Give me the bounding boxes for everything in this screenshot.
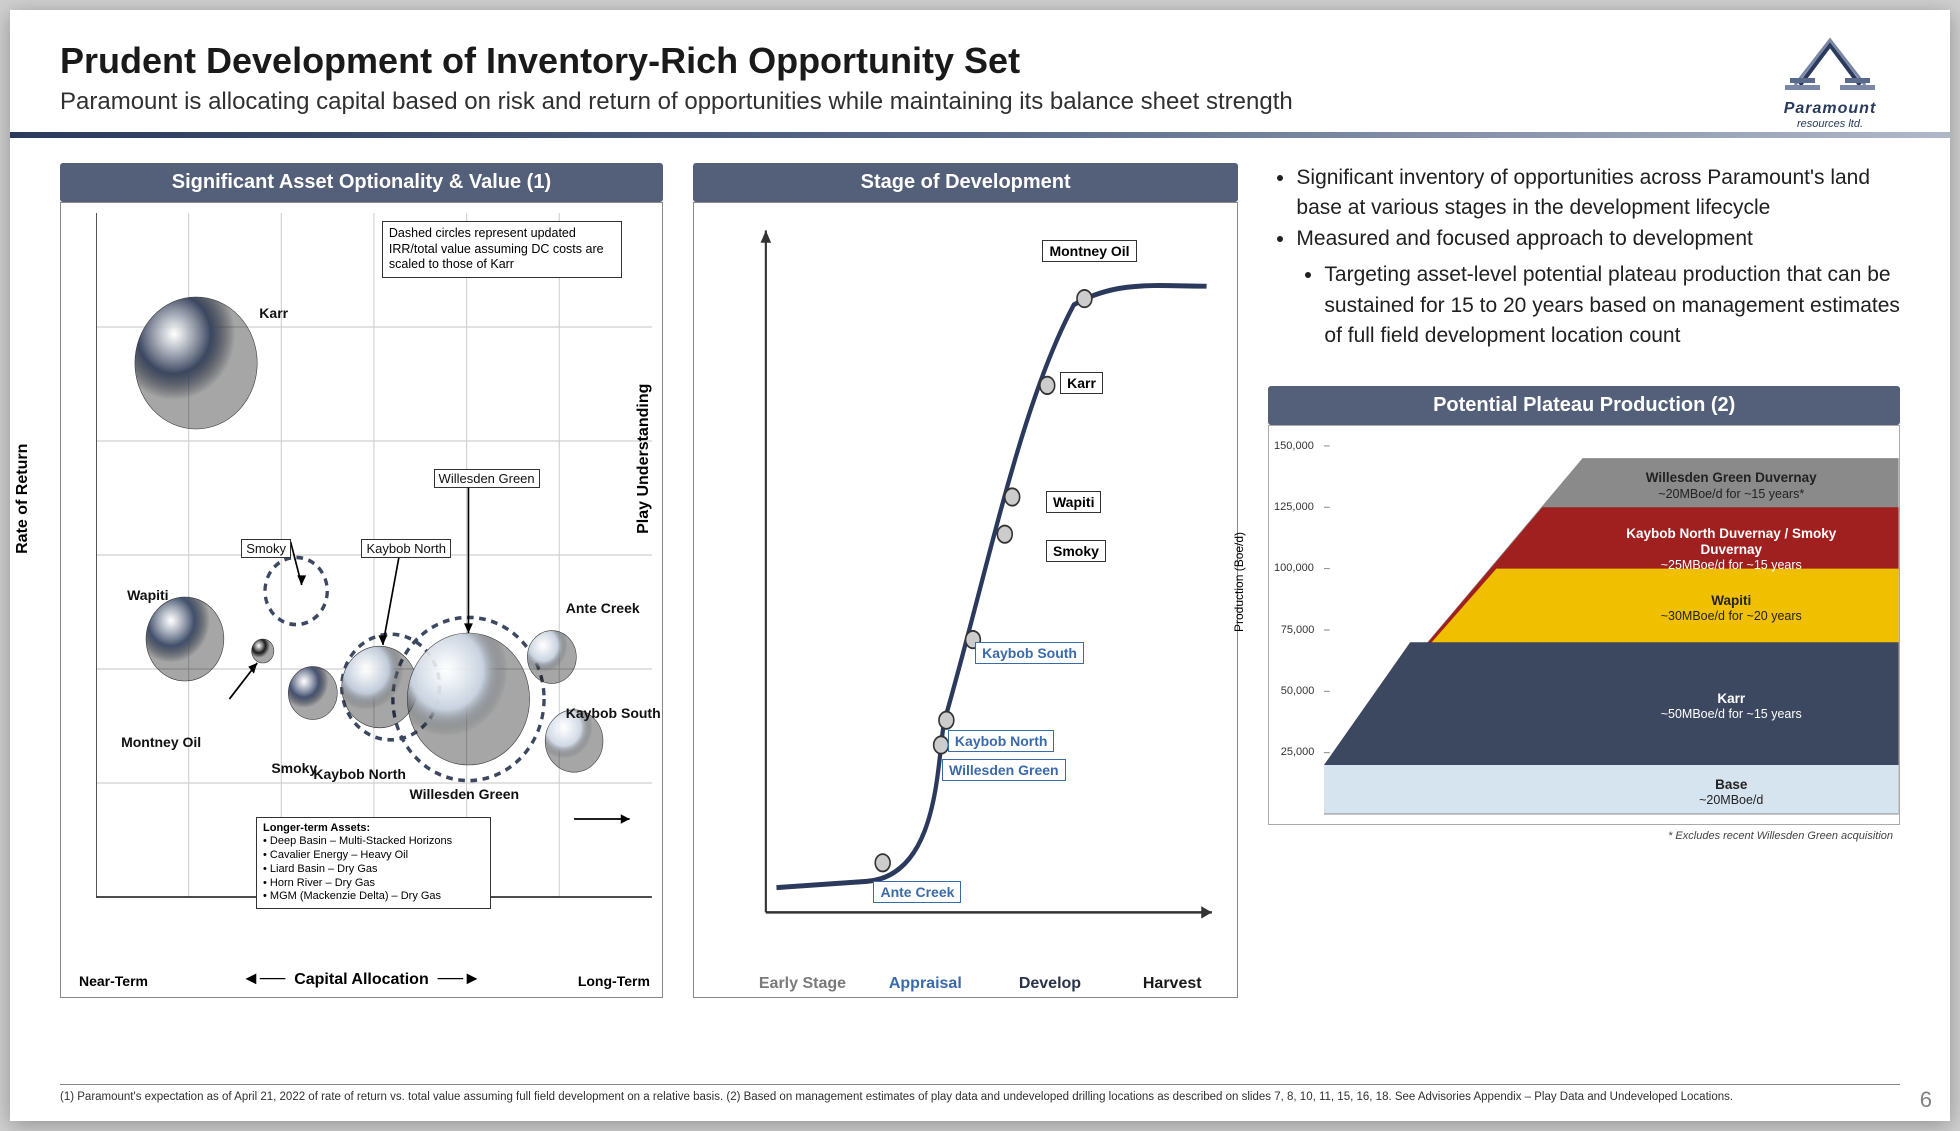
- plateau-band-karr: Karr~50MBoe/d for ~15 years: [1601, 691, 1861, 722]
- callout-willesden-green: Willesden Green: [434, 469, 540, 488]
- slide-subtitle: Paramount is allocating capital based on…: [60, 88, 1900, 116]
- stage-appraisal: Appraisal: [889, 975, 962, 993]
- scurve-point-wapiti: Wapiti: [1046, 491, 1101, 513]
- bubble-label-karr: Karr: [259, 305, 288, 321]
- longer-term-box: Longer-term Assets:• Deep Basin – Multi-…: [256, 817, 491, 910]
- bubble-label-willesden-green: Willesden Green: [410, 786, 520, 802]
- scurve-point-montney-oil: Montney Oil: [1042, 240, 1136, 262]
- panel1-title: Significant Asset Optionality & Value (1…: [60, 163, 663, 202]
- slide-title: Prudent Development of Inventory-Rich Op…: [60, 40, 1900, 82]
- callout-kaybob-north: Kaybob North: [361, 539, 451, 558]
- bubble-y-axis: Rate of Return: [14, 444, 32, 554]
- scurve-point-willesden-green: Willesden Green: [942, 759, 1066, 781]
- content-row: Significant Asset Optionality & Value (1…: [10, 138, 1950, 1008]
- plateau-ytick: 125,000: [1274, 501, 1320, 513]
- plateau-band-willesden-green-duvernay: Willesden Green Duvernay~20MBoe/d for ~1…: [1601, 470, 1861, 501]
- scurve-point-karr: Karr: [1060, 372, 1103, 394]
- bubble-label-kaybob-north: Kaybob North: [313, 766, 406, 782]
- plateau-band-kaybob-north-duvernay-smoky-duvernay: Kaybob North Duvernay / Smoky Duvernay~2…: [1601, 526, 1861, 573]
- long-term-label: Long-Term: [578, 973, 650, 989]
- scurve-chart: Play Understanding Ante CreekWillesden G…: [693, 202, 1238, 998]
- panel-right: Significant inventory of opportunities a…: [1268, 163, 1900, 998]
- slide: Prudent Development of Inventory-Rich Op…: [10, 10, 1950, 1121]
- plateau-title: Potential Plateau Production (2): [1268, 386, 1900, 425]
- logo-company-sub: resources ltd.: [1760, 118, 1900, 130]
- callout-smoky: Smoky: [241, 539, 291, 558]
- bubble-label-montney-oil: Montney Oil: [121, 734, 201, 750]
- near-term-label: Near-Term: [79, 973, 148, 989]
- bullet-1: Significant inventory of opportunities a…: [1296, 163, 1900, 224]
- bubble-x-axis: ◄── Capital Allocation ──►: [242, 968, 481, 989]
- plateau-ytick: 150,000: [1274, 440, 1320, 452]
- plateau-ytick: 25,000: [1281, 746, 1321, 758]
- header: Prudent Development of Inventory-Rich Op…: [10, 10, 1950, 126]
- bubble-label-wapiti: Wapiti: [127, 587, 168, 603]
- scurve-point-smoky: Smoky: [1046, 540, 1106, 562]
- panel2-title: Stage of Development: [693, 163, 1238, 202]
- plateau-footnote: * Excludes recent Willesden Green acquis…: [1668, 830, 1893, 842]
- plateau-container: Potential Plateau Production (2) Product…: [1268, 386, 1900, 825]
- bubble-chart: Rate of Return Dashed circles represent …: [60, 202, 663, 998]
- plateau-y-axis: Production (Boe/d): [1232, 532, 1246, 632]
- dashed-note: Dashed circles represent updated IRR/tot…: [382, 221, 622, 278]
- bullet-2: Measured and focused approach to develop…: [1296, 224, 1900, 352]
- scurve-point-ante-creek: Ante Creek: [873, 881, 961, 903]
- plateau-chart: Production (Boe/d) 25,00050,00075,000100…: [1268, 425, 1900, 825]
- stage-early-stage: Early Stage: [759, 975, 846, 993]
- stage-harvest: Harvest: [1143, 975, 1202, 993]
- bullet-list: Significant inventory of opportunities a…: [1268, 163, 1900, 366]
- plateau-ytick: 100,000: [1274, 562, 1320, 574]
- bubble-label-kaybob-south: Kaybob South: [566, 705, 661, 721]
- bullet-2a: Targeting asset-level potential plateau …: [1324, 260, 1900, 351]
- page-number: 6: [1920, 1087, 1932, 1113]
- plateau-band-base: Base~20MBoe/d: [1601, 777, 1861, 808]
- scurve-point-kaybob-north: Kaybob North: [948, 730, 1055, 752]
- stage-develop: Develop: [1019, 975, 1081, 993]
- logo-company-name: Paramount: [1760, 100, 1900, 118]
- footnote: (1) Paramount's expectation as of April …: [60, 1084, 1900, 1103]
- plateau-band-wapiti: Wapiti~30MBoe/d for ~20 years: [1601, 593, 1861, 624]
- plateau-ytick: 75,000: [1281, 624, 1321, 636]
- panel-stage-development: Stage of Development Play Understanding …: [693, 163, 1238, 998]
- company-logo: Paramount resources ltd.: [1760, 35, 1900, 130]
- scurve-y-axis: Play Understanding: [635, 384, 653, 534]
- bubble-label-ante-creek: Ante Creek: [566, 600, 640, 616]
- panel-asset-optionality: Significant Asset Optionality & Value (1…: [60, 163, 663, 998]
- logo-icon: [1760, 35, 1900, 95]
- scurve-point-kaybob-south: Kaybob South: [975, 642, 1084, 664]
- plateau-ytick: 50,000: [1281, 685, 1321, 697]
- scurve-svg: [734, 218, 1222, 962]
- bubble-label-smoky: Smoky: [271, 760, 317, 776]
